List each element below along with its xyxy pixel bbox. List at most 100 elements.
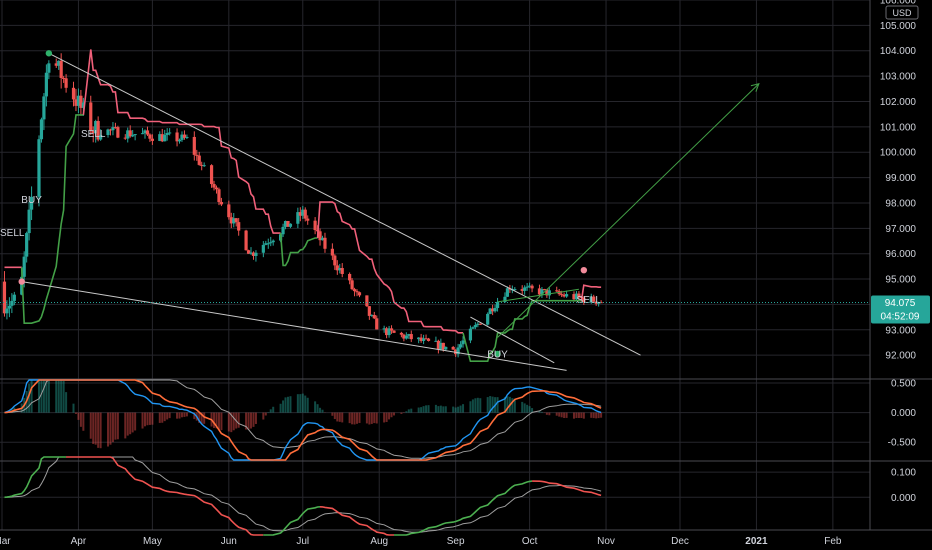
candle-body bbox=[488, 308, 492, 314]
last-price-tag bbox=[871, 295, 930, 324]
candle-body bbox=[399, 332, 404, 335]
macd-histogram-bar bbox=[486, 397, 489, 413]
candle bbox=[25, 231, 29, 263]
candle bbox=[434, 336, 438, 342]
macd-histogram-bar bbox=[555, 412, 558, 416]
candle bbox=[444, 346, 448, 351]
countdown-label: 04:52:09 bbox=[881, 312, 920, 323]
candle-body bbox=[340, 268, 344, 274]
candle-body bbox=[306, 218, 310, 221]
macd-histogram-bar bbox=[442, 406, 445, 413]
candle-body bbox=[537, 288, 542, 295]
candle-body bbox=[582, 297, 586, 303]
candle-body bbox=[495, 301, 500, 309]
macd-histogram-bar bbox=[158, 412, 161, 423]
macd-histogram-bar bbox=[348, 412, 351, 424]
candle-body bbox=[333, 255, 337, 266]
candle-body bbox=[594, 301, 598, 304]
macd-histogram-bar bbox=[116, 412, 119, 440]
x-tick-label: Aug bbox=[370, 536, 388, 547]
candle bbox=[528, 282, 532, 288]
candle bbox=[2, 271, 7, 317]
macd-histogram-bar bbox=[540, 411, 543, 413]
candle bbox=[219, 197, 224, 207]
macd-histogram-bar bbox=[316, 404, 319, 413]
candle bbox=[113, 122, 118, 129]
candle-body bbox=[283, 220, 288, 227]
candle-body bbox=[493, 308, 497, 312]
candle bbox=[577, 291, 581, 300]
macd-histogram-bar bbox=[336, 412, 339, 422]
candle bbox=[106, 128, 110, 138]
candle-body bbox=[7, 305, 11, 309]
macd-histogram-bar bbox=[383, 412, 386, 423]
candle-body bbox=[528, 285, 532, 287]
candle-body bbox=[560, 294, 564, 296]
macd-histogram-bar bbox=[252, 412, 255, 427]
macd-histogram-bar bbox=[79, 412, 82, 427]
macd-histogram-bar bbox=[148, 412, 151, 425]
candle-body bbox=[542, 289, 546, 291]
candle-body bbox=[389, 328, 394, 331]
macd-histogram-bar bbox=[289, 396, 292, 413]
macd-histogram-bar bbox=[237, 412, 240, 428]
macd-histogram-bar bbox=[368, 412, 371, 425]
candle-body bbox=[271, 240, 275, 243]
macd-tick-label: -0.500 bbox=[888, 438, 917, 449]
candle-body bbox=[71, 87, 76, 100]
candle-body bbox=[27, 209, 31, 234]
candle-body bbox=[264, 243, 268, 245]
macd-histogram-bar bbox=[439, 405, 442, 413]
candle-body bbox=[37, 139, 41, 197]
macd-histogram-bar bbox=[299, 394, 302, 413]
candle bbox=[389, 325, 394, 334]
candle-body bbox=[22, 256, 26, 277]
candle-body bbox=[486, 313, 490, 325]
candle-body bbox=[434, 340, 438, 342]
candle-body bbox=[57, 60, 61, 66]
candle-body bbox=[441, 342, 445, 350]
candle-body bbox=[417, 337, 421, 340]
candle bbox=[202, 162, 206, 167]
macd-signal-line bbox=[4, 379, 602, 461]
macd-histogram-bar bbox=[89, 412, 92, 439]
macd-histogram-bar bbox=[37, 380, 40, 413]
currency-label: USD bbox=[892, 8, 912, 18]
macd-histogram-bar bbox=[420, 407, 423, 413]
macd-histogram-bar bbox=[215, 412, 218, 429]
candle-body bbox=[180, 134, 184, 140]
trendline bbox=[497, 83, 760, 338]
macd-histogram-bar bbox=[575, 412, 578, 418]
macd-histogram-bar bbox=[114, 412, 117, 440]
candle bbox=[140, 127, 145, 135]
candle-body bbox=[503, 296, 507, 302]
candle-body bbox=[491, 308, 495, 312]
candle-body bbox=[148, 134, 152, 139]
candle bbox=[150, 134, 154, 145]
candle bbox=[323, 232, 327, 253]
macd-histogram-bar bbox=[227, 412, 230, 432]
macd-histogram-bar bbox=[434, 404, 437, 413]
candle bbox=[419, 333, 423, 343]
macd-histogram-bar bbox=[422, 406, 425, 413]
candle bbox=[542, 288, 546, 291]
candle bbox=[5, 300, 9, 320]
macd-histogram-bar bbox=[60, 380, 63, 413]
candle-body bbox=[209, 165, 214, 185]
candle-body bbox=[91, 130, 95, 134]
macd-histogram-bar bbox=[558, 412, 561, 417]
candle bbox=[382, 325, 386, 333]
macd-histogram-bar bbox=[82, 412, 85, 431]
candle-body bbox=[547, 290, 551, 296]
candle bbox=[476, 322, 480, 328]
candle-body bbox=[478, 323, 482, 325]
candle bbox=[488, 307, 492, 315]
candle bbox=[306, 215, 310, 225]
candle-body bbox=[269, 242, 273, 244]
candle bbox=[266, 238, 270, 249]
candle-body bbox=[229, 217, 233, 224]
candle bbox=[126, 127, 130, 143]
macd-histogram-bar bbox=[28, 383, 31, 413]
macd-histogram-bar bbox=[528, 406, 531, 413]
